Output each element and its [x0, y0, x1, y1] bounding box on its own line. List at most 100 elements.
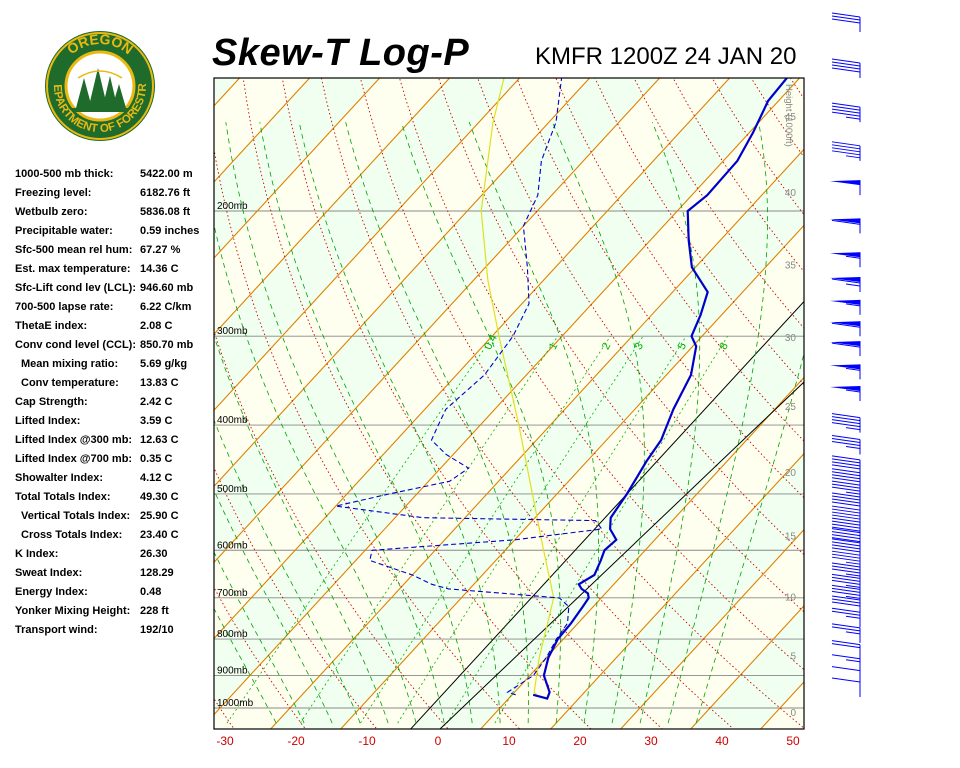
- wind-barb: [831, 141, 861, 161]
- height-tick-label: 5: [790, 651, 796, 662]
- index-label: Vertical Totals Index:: [21, 510, 131, 522]
- barb-half-flag: [845, 584, 861, 588]
- wind-barb: [831, 12, 861, 32]
- moist-adiabat: [214, 607, 277, 724]
- barb-flag: [831, 15, 861, 21]
- index-label: Sfc-Lift cond lev (LCL):: [15, 282, 136, 294]
- wind-barb: [831, 505, 861, 526]
- barb-pennant: [830, 299, 860, 305]
- barb-flag: [831, 523, 861, 529]
- x-tick-label: -10: [358, 734, 376, 748]
- index-value: 12.63 C: [140, 434, 179, 446]
- index-label: Sweat Index:: [15, 567, 83, 579]
- barb-flag: [831, 474, 861, 480]
- pressure-label: 300mb: [217, 326, 248, 337]
- oregon-forestry-logo: OREGON DEPARTMENT OF FORESTRY: [38, 19, 158, 144]
- x-tick-label: 30: [644, 734, 658, 748]
- barb-flag: [831, 108, 861, 114]
- barb-flag: [831, 471, 861, 477]
- index-value: 49.30 C: [140, 491, 179, 503]
- barb-flag: [831, 111, 861, 117]
- barb-flag: [831, 486, 861, 492]
- index-value: 5422.00 m: [140, 168, 193, 180]
- height-tick-label: 0: [790, 708, 796, 719]
- dry-adiabat: [796, 0, 960, 737]
- x-tick-label: 10: [502, 734, 516, 748]
- isotherm-line: [214, 78, 311, 183]
- pressure-label: 200mb: [217, 201, 248, 212]
- barb-half-flag: [845, 155, 861, 159]
- barb-flag: [831, 654, 861, 660]
- index-value: 192/10: [140, 624, 174, 636]
- mixing-ratio-label: 3: [633, 341, 646, 352]
- barb-flag: [831, 547, 861, 553]
- barb-half-flag: [845, 595, 861, 599]
- index-value: 228 ft: [140, 605, 169, 617]
- barb-flag: [831, 141, 861, 147]
- moist-adiabat: [214, 223, 417, 724]
- barb-flag: [831, 440, 861, 446]
- index-row: 700-500 lapse rate: 6.22 C/km: [15, 301, 215, 320]
- barb-flag: [831, 584, 861, 590]
- index-value: 14.36 C: [140, 263, 179, 275]
- index-value: 2.42 C: [140, 396, 173, 408]
- barb-flag: [831, 105, 861, 111]
- x-tick-label: 40: [715, 734, 729, 748]
- wind-barb: [831, 58, 861, 78]
- barb-flag: [831, 413, 861, 419]
- page-title: Skew-T Log-P: [212, 32, 470, 74]
- barb-flag: [831, 505, 861, 511]
- barb-half-flag: [845, 445, 861, 449]
- wind-barb: [831, 584, 861, 605]
- barb-flag: [831, 534, 861, 540]
- freezing-isotherm: [410, 300, 804, 729]
- wind-barb: [831, 517, 861, 538]
- barb-flag: [831, 640, 861, 646]
- mixing-ratio-label: 5: [676, 341, 689, 352]
- index-value: 0.48: [140, 586, 162, 598]
- index-label: Conv cond level (CCL):: [15, 339, 137, 351]
- index-label: Total Totals Index:: [15, 491, 111, 503]
- barb-flag: [831, 501, 861, 507]
- moist-adiabat: [214, 334, 389, 724]
- index-value: 4.12 C: [140, 472, 173, 484]
- moist-adiabat: [695, 352, 804, 724]
- barb-flag: [831, 610, 861, 616]
- index-row: Energy Index: 0.48: [15, 586, 215, 605]
- barb-flag: [831, 595, 861, 601]
- height-tick-label: 35: [785, 261, 797, 272]
- height-tick-label: 10: [785, 593, 797, 604]
- dry-adiabat: [320, 78, 735, 729]
- height-tick-label: 15: [785, 531, 797, 542]
- moist-adiabat: [401, 122, 561, 724]
- wind-barbs: [830, 12, 861, 697]
- barb-flag: [831, 67, 861, 73]
- wind-barb: [831, 455, 861, 475]
- index-label: Cross Totals Index:: [21, 529, 123, 541]
- height-axis: 0 5 10 15 20 25 30 35 40 45 50 Height (1000ft): [783, 84, 797, 719]
- index-value: 0.59 inches: [140, 225, 200, 237]
- barb-flag: [831, 520, 861, 526]
- wind-barb: [830, 277, 861, 293]
- barb-half-flag: [845, 283, 861, 287]
- index-row: Freezing level: 6182.76 ft: [15, 187, 215, 206]
- wind-barb: [831, 677, 861, 697]
- wind-barb: [831, 434, 861, 455]
- barb-flag: [831, 511, 861, 517]
- barb-flag: [831, 495, 861, 501]
- barb-flag: [831, 537, 861, 543]
- dewpoint-trace: [335, 78, 603, 696]
- barb-flag: [831, 517, 861, 523]
- index-value: 13.83 C: [140, 377, 179, 389]
- index-label: Showalter Index:: [15, 472, 104, 484]
- barb-flag: [831, 64, 861, 70]
- mixing-ratio-label: 2: [600, 341, 613, 352]
- barb-flag: [831, 562, 861, 568]
- barb-flag: [831, 150, 861, 156]
- dry-adiabat: [937, 0, 960, 737]
- pressure-label: 1000mb: [217, 698, 254, 709]
- barb-flag: [831, 12, 861, 18]
- barb-flag: [831, 464, 861, 470]
- barb-half-flag: [845, 303, 861, 307]
- barb-pennant: [830, 252, 860, 258]
